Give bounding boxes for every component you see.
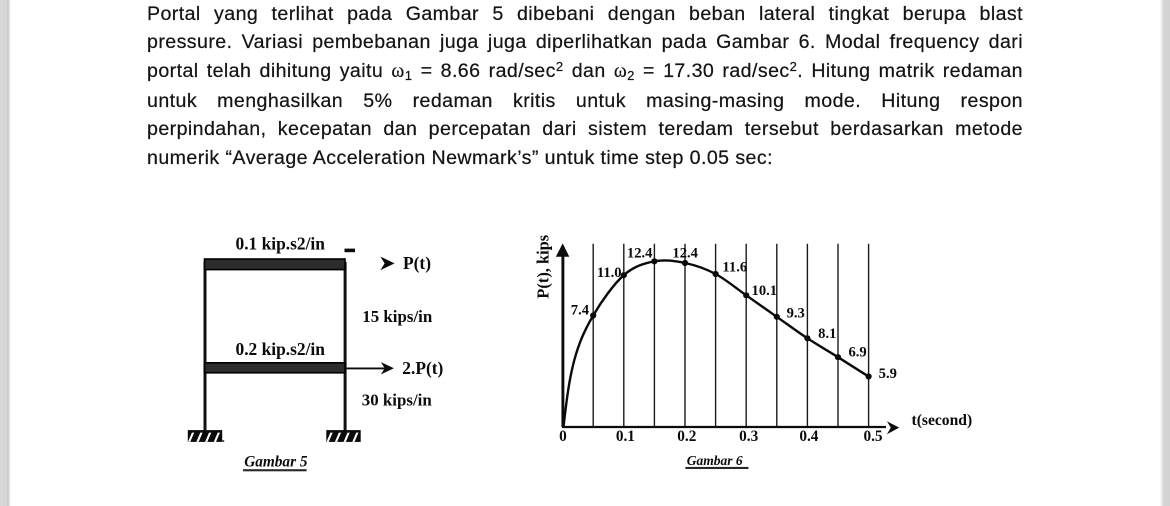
svg-text:2.P(t): 2.P(t) [402, 358, 443, 378]
svg-text:0.1 kip.s2/in: 0.1 kip.s2/in [236, 234, 326, 254]
svg-text:0.5: 0.5 [863, 428, 882, 445]
svg-text:11.0: 11.0 [597, 265, 622, 281]
svg-text:6.9: 6.9 [848, 345, 866, 361]
svg-text:P(t): P(t) [403, 253, 431, 273]
svg-text:0.1: 0.1 [616, 428, 635, 445]
svg-text:Gambar 6: Gambar 6 [687, 453, 743, 468]
svg-text:t(second): t(second) [912, 412, 973, 429]
svg-text:P(t), kips: P(t), kips [533, 235, 552, 299]
svg-text:7.4: 7.4 [571, 302, 590, 318]
svg-text:30 kips/in: 30 kips/in [362, 391, 433, 410]
svg-text:12.4: 12.4 [672, 246, 698, 262]
svg-text:12.4: 12.4 [627, 246, 653, 262]
svg-text:0.2 kip.s2/in: 0.2 kip.s2/in [236, 339, 326, 359]
svg-text:0.2: 0.2 [677, 428, 696, 445]
svg-text:11.6: 11.6 [722, 260, 747, 276]
svg-text:0.3: 0.3 [739, 428, 758, 445]
svg-text:10.1: 10.1 [752, 283, 778, 299]
svg-text:8.1: 8.1 [818, 326, 836, 342]
svg-text:0.4: 0.4 [799, 428, 818, 445]
svg-text:9.3: 9.3 [787, 306, 805, 322]
svg-text:5.9: 5.9 [879, 366, 897, 382]
svg-text:Gambar 5: Gambar 5 [244, 454, 308, 471]
svg-text:15 kips/in: 15 kips/in [362, 307, 433, 326]
svg-text:0: 0 [559, 428, 567, 445]
